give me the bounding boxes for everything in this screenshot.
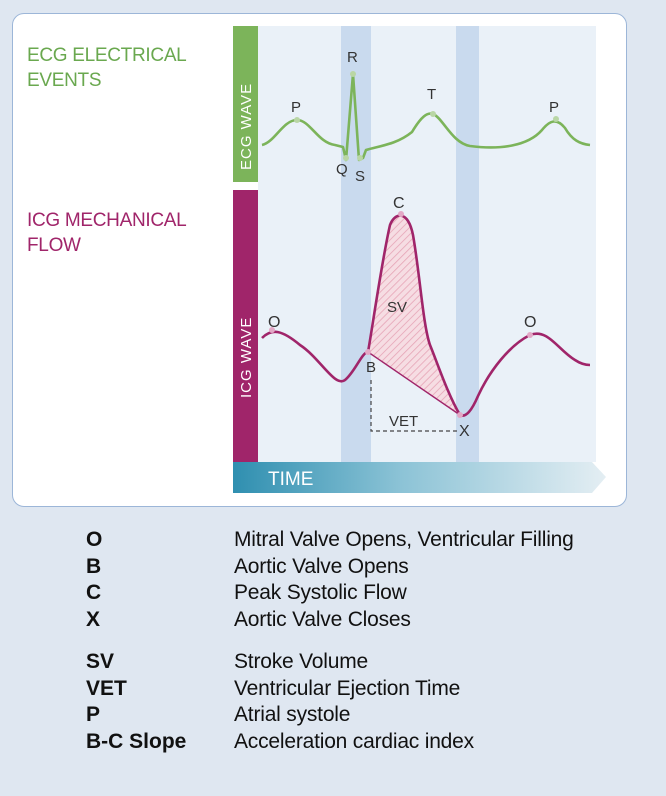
- legend-row: B Aortic Valve Opens: [86, 554, 646, 581]
- icg-b-marker: [365, 349, 371, 355]
- ecg-icg-diagram: ECG WAVE ICG WAVE TIME P R Q S T P O B C…: [233, 26, 606, 493]
- legend-definition: Mitral Valve Opens, Ventricular Filling: [234, 528, 574, 551]
- legend-definition: Aortic Valve Opens: [234, 554, 409, 578]
- icg-point-c: C: [393, 195, 405, 212]
- ecg-wave-bar-label: ECG WAVE: [238, 83, 255, 170]
- band-x: [456, 26, 479, 462]
- legend-row: P Atrial systole: [86, 702, 646, 729]
- legend-definition: Stroke Volume: [234, 650, 368, 673]
- ecg-p2-marker: [553, 116, 559, 122]
- ecg-point-r: R: [347, 49, 358, 66]
- icg-o1-marker: [269, 327, 275, 333]
- ecg-r-marker: [350, 71, 356, 77]
- ecg-p1-marker: [294, 117, 300, 123]
- legend-definition: Peak Systolic Flow: [234, 581, 407, 604]
- ecg-s-marker: [357, 155, 363, 161]
- legend-definition: Ventricular Ejection Time: [234, 676, 461, 700]
- ecg-point-q: Q: [336, 161, 348, 178]
- band-qrs: [341, 26, 371, 462]
- icg-point-o1: O: [268, 314, 280, 331]
- ecg-point-p1: P: [291, 99, 301, 116]
- legend: O Mitral Valve Opens, Ventricular Fillin…: [86, 527, 646, 755]
- ecg-wave-bar: [233, 26, 258, 182]
- icg-wave-bar: [233, 190, 258, 462]
- legend-term: X: [86, 607, 101, 631]
- icg-point-sv: SV: [387, 299, 407, 316]
- icg-point-o2: O: [524, 314, 536, 331]
- icg-c-marker: [398, 211, 404, 217]
- legend-definition: Atrial systole: [234, 703, 351, 726]
- vet-bracket: [370, 380, 458, 432]
- ecg-section-label: ECG ELECTRICAL EVENTS: [27, 43, 187, 93]
- b-x-slope-line: [367, 351, 461, 416]
- legend-row: B-C Slope Acceleration cardiac index: [86, 729, 646, 756]
- icg-o2-marker: [527, 332, 533, 338]
- ecg-point-s: S: [355, 168, 365, 185]
- icg-x-marker: [457, 412, 463, 418]
- legend-term: B: [86, 554, 102, 578]
- legend-term: B-C Slope: [86, 729, 187, 753]
- time-arrow: [233, 462, 606, 493]
- ecg-label-line-2: EVENTS: [27, 70, 102, 91]
- ecg-t-marker: [430, 111, 436, 117]
- icg-wave-bar-label: ICG WAVE: [238, 317, 255, 398]
- legend-row: X Aortic Valve Closes: [86, 607, 646, 634]
- legend-term: P: [86, 703, 101, 726]
- ecg-label-line-1: ECG ELECTRICAL: [27, 45, 187, 66]
- legend-term: SV: [86, 650, 115, 673]
- icg-point-x: X: [459, 423, 470, 440]
- legend-term: O: [86, 528, 103, 551]
- icg-label-line-2: FLOW: [27, 235, 81, 256]
- icg-point-b: B: [366, 359, 376, 376]
- legend-term: C: [86, 581, 102, 604]
- icg-section-label: ICG MECHANICAL FLOW: [27, 208, 187, 258]
- legend-term: VET: [86, 676, 127, 700]
- legend-row: O Mitral Valve Opens, Ventricular Fillin…: [86, 527, 646, 554]
- legend-row: VET Ventricular Ejection Time: [86, 676, 646, 703]
- legend-definition: Aortic Valve Closes: [234, 607, 411, 631]
- icg-label-line-1: ICG MECHANICAL: [27, 210, 187, 231]
- icg-point-vet: VET: [389, 413, 418, 430]
- ecg-q-marker: [343, 155, 349, 161]
- legend-row: SV Stroke Volume: [86, 649, 646, 676]
- ecg-point-t: T: [427, 86, 436, 103]
- ecg-point-p2: P: [549, 99, 559, 116]
- legend-row: C Peak Systolic Flow: [86, 580, 646, 607]
- time-label: TIME: [268, 469, 313, 490]
- legend-definition: Acceleration cardiac index: [234, 729, 474, 753]
